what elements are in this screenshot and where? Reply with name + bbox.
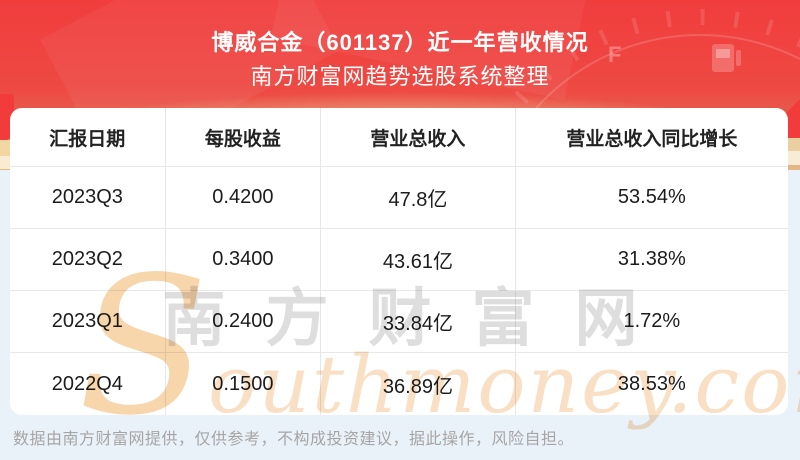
cell-yoy-growth: 1.72% bbox=[623, 310, 681, 332]
cell-eps: 0.2400 bbox=[166, 291, 322, 352]
cell-eps: 0.4200 bbox=[166, 167, 322, 228]
ribbon-right-tan bbox=[785, 138, 800, 152]
table-row: 2023Q2 0.3400 43.61亿 31.38% bbox=[10, 229, 788, 291]
gauge-f-label: F bbox=[608, 42, 621, 67]
column-header-report-date: 汇报日期 bbox=[10, 108, 166, 166]
cell-report-date: 2023Q1 bbox=[10, 291, 166, 352]
cell-yoy-growth: 53.54% bbox=[617, 186, 686, 208]
page-title: 博威合金（601137）近一年营收情况 bbox=[211, 30, 589, 55]
fuel-gauge-icon: F bbox=[469, 9, 800, 170]
table-row: 2023Q1 0.2400 33.84亿 1.72% bbox=[10, 291, 788, 353]
fuel-pump-icon bbox=[712, 44, 741, 72]
table-header-row: 汇报日期 每股收益 营业总收入 营业总收入同比增长 bbox=[10, 108, 788, 167]
column-header-revenue: 营业总收入 bbox=[321, 108, 516, 166]
disclaimer-text: 数据由南方财富网提供，仅供参考，不构成投资建议，据此操作，风险自担。 bbox=[13, 431, 575, 448]
cell-report-date: 2022Q4 bbox=[10, 353, 166, 415]
data-table-card: 汇报日期 每股收益 营业总收入 营业总收入同比增长 2023Q3 0.4200 … bbox=[10, 108, 788, 415]
page-subtitle: 南方财富网趋势选股系统整理 bbox=[250, 64, 550, 89]
table-row: 2023Q3 0.4200 47.8亿 53.54% bbox=[10, 167, 788, 229]
cell-revenue: 47.8亿 bbox=[321, 167, 516, 228]
cell-report-date: 2023Q3 bbox=[10, 167, 166, 228]
cell-revenue: 36.89亿 bbox=[321, 353, 516, 415]
column-header-yoy-growth: 营业总收入同比增长 bbox=[566, 128, 738, 150]
cell-revenue: 33.84亿 bbox=[321, 291, 516, 352]
cell-revenue: 43.61亿 bbox=[321, 229, 516, 290]
cell-eps: 0.3400 bbox=[166, 229, 322, 290]
table-row: 2022Q4 0.1500 36.89亿 38.53% bbox=[10, 353, 788, 415]
ribbon-left-tan bbox=[0, 140, 13, 157]
cell-report-date: 2023Q2 bbox=[10, 229, 166, 290]
ribbon-right-cream bbox=[785, 151, 800, 165]
cell-yoy-growth: 31.38% bbox=[617, 248, 686, 270]
cell-yoy-growth: 38.53% bbox=[617, 372, 686, 395]
ribbon-left-cream bbox=[0, 156, 12, 169]
cell-eps: 0.1500 bbox=[166, 353, 322, 415]
column-header-eps: 每股收益 bbox=[166, 108, 322, 166]
